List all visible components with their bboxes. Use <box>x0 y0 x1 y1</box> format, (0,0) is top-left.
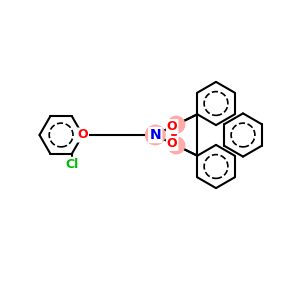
Text: N: N <box>149 128 161 142</box>
Text: O: O <box>167 137 178 150</box>
Text: N: N <box>149 128 161 142</box>
Circle shape <box>146 125 165 145</box>
Text: O: O <box>77 128 88 142</box>
Text: Cl: Cl <box>65 158 79 171</box>
Circle shape <box>168 137 185 154</box>
Circle shape <box>146 125 165 145</box>
Circle shape <box>168 116 185 133</box>
Text: O: O <box>167 120 178 133</box>
